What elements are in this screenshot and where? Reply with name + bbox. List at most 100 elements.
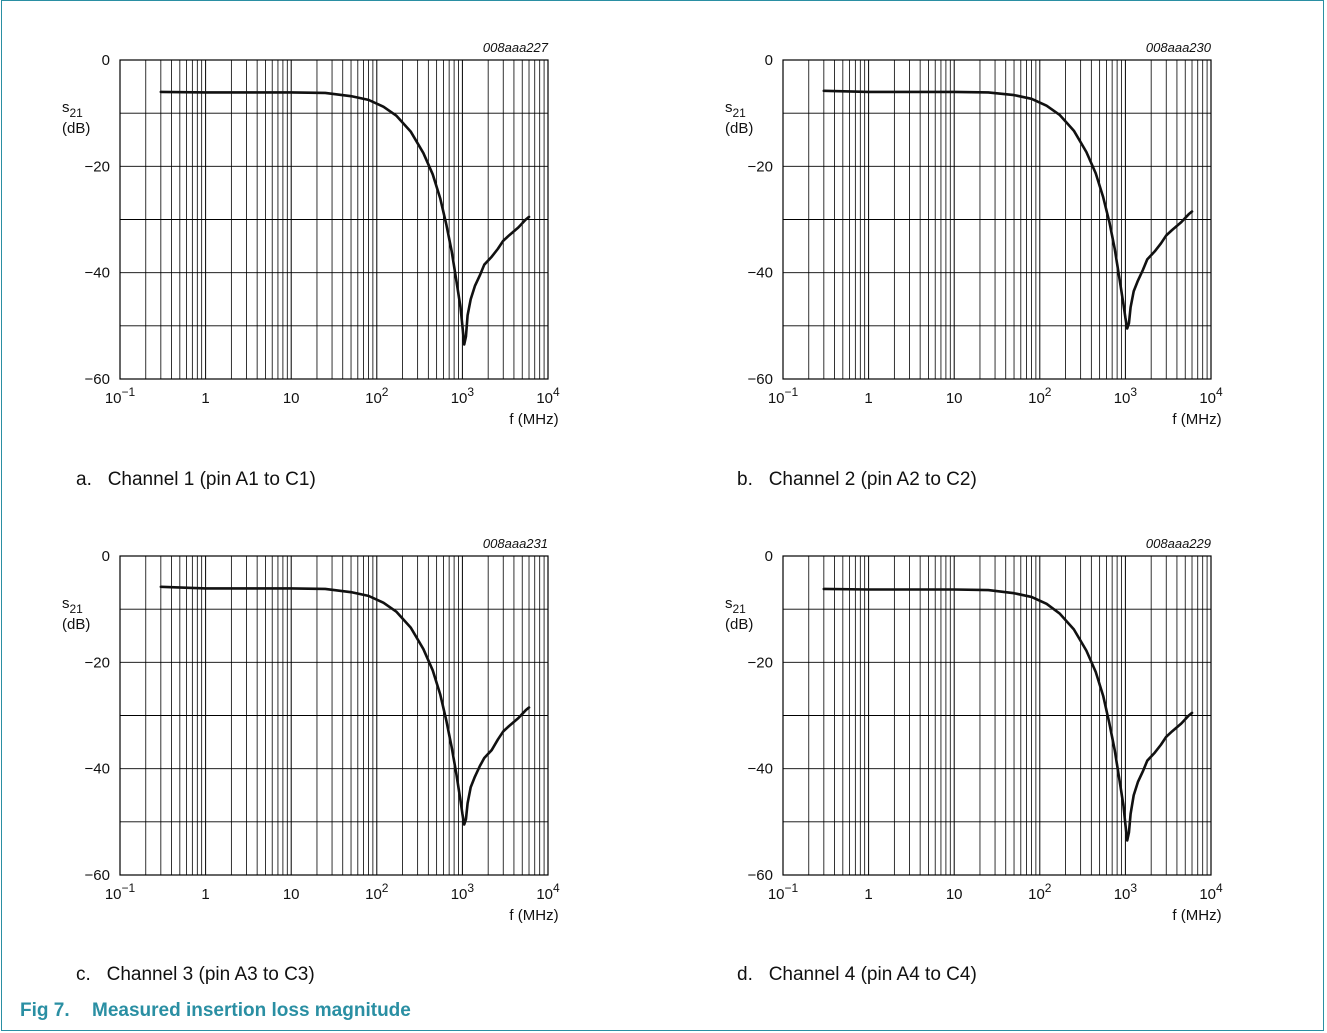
figure-code: 008aaa231 — [483, 536, 548, 551]
y-tick-label: −40 — [85, 761, 110, 778]
y-tick-label: −60 — [85, 867, 110, 884]
figure-code: 008aaa230 — [1146, 40, 1212, 55]
x-tick-exponent: −1 — [122, 385, 136, 399]
x-tick-label: 10 — [946, 886, 963, 903]
y-axis-label: s21 — [62, 99, 83, 120]
y-axis-unit: (dB) — [62, 120, 90, 137]
figure-label: Fig 7. — [20, 1000, 70, 1021]
y-tick-label: 0 — [765, 548, 773, 565]
y-tick-label: 0 — [102, 548, 110, 565]
caption-channel-3: c. Channel 3 (pin A3 to C3) — [76, 964, 315, 986]
y-tick-label: −60 — [85, 371, 110, 388]
y-tick-label: −20 — [85, 654, 110, 671]
figure-title-text: Measured insertion loss magnitude — [92, 1000, 411, 1021]
y-tick-label: −60 — [748, 371, 773, 388]
y-tick-label: −20 — [85, 158, 110, 175]
figure-title: Fig 7. Measured insertion loss magnitude — [20, 1000, 411, 1022]
x-tick-exponent: −1 — [785, 881, 799, 895]
caption-text: Channel 1 (pin A1 to C1) — [107, 469, 316, 490]
caption-letter: a. — [76, 469, 92, 490]
caption-channel-4: d. Channel 4 (pin A4 to C4) — [737, 964, 977, 986]
chart-panel-channel-2: 0 −20 −40 −60 10−1 1 10 102 103 104 f (MHz) s21 (dB)… — [663, 0, 1263, 460]
x-tick-exponent: 4 — [553, 385, 560, 399]
plot-border — [782, 555, 1212, 876]
figure-code: 008aaa229 — [1146, 536, 1211, 551]
grid — [782, 59, 1211, 380]
y-tick-label: −60 — [748, 867, 773, 884]
y-axis-unit: (dB) — [725, 120, 753, 137]
x-tick-exponent: −1 — [785, 385, 799, 399]
x-axis-label: f (MHz) — [509, 907, 558, 924]
x-tick-label: 1 — [201, 886, 209, 903]
x-tick-label: 1 — [201, 390, 209, 407]
x-tick-label: 1 — [864, 886, 872, 903]
x-tick-exponent: 2 — [382, 385, 389, 399]
x-tick-exponent: 2 — [1045, 881, 1052, 895]
y-tick-label: −20 — [748, 158, 773, 175]
y-axis-unit: (dB) — [62, 616, 90, 633]
x-tick-label: 10−1 — [105, 881, 136, 903]
x-tick-label: 104 — [536, 881, 560, 903]
x-tick-exponent: −1 — [122, 881, 136, 895]
series-line — [159, 90, 531, 346]
y-axis-label-subscript: 21 — [70, 602, 84, 616]
y-axis-unit: (dB) — [725, 616, 753, 633]
grid — [782, 555, 1211, 876]
x-tick-label: 10−1 — [105, 385, 136, 407]
y-tick-label: −40 — [85, 265, 110, 282]
y-axis-label-subscript: 21 — [733, 602, 747, 616]
x-tick-label: 10 — [283, 886, 300, 903]
x-tick-exponent: 4 — [1216, 385, 1223, 399]
caption-channel-2: b. Channel 2 (pin A2 to C2) — [737, 469, 977, 491]
y-axis-label: s21 — [725, 595, 746, 616]
series-line — [159, 585, 531, 826]
x-axis-label: f (MHz) — [1172, 411, 1221, 428]
x-tick-exponent: 3 — [467, 385, 474, 399]
caption-letter: c. — [76, 964, 91, 985]
x-tick-label: 10 — [946, 390, 963, 407]
x-tick-label: 102 — [365, 385, 389, 407]
x-tick-exponent: 4 — [1216, 881, 1223, 895]
caption-text: Channel 2 (pin A2 to C2) — [768, 469, 977, 490]
x-tick-label: 104 — [1199, 881, 1223, 903]
series-line — [822, 89, 1194, 330]
x-tick-exponent: 3 — [1130, 881, 1137, 895]
x-axis-label: f (MHz) — [509, 411, 558, 428]
chart-panel-channel-3: 0 −20 −40 −60 10−1 1 10 102 103 104 f (MHz) s21 (dB)… — [0, 496, 600, 956]
y-axis-label-subscript: 21 — [70, 106, 84, 120]
y-tick-label: 0 — [102, 52, 110, 69]
grid — [119, 555, 548, 876]
caption-letter: d. — [737, 964, 753, 985]
y-axis-label: s21 — [725, 99, 746, 120]
y-tick-label: −20 — [748, 654, 773, 671]
x-tick-label: 102 — [1028, 881, 1052, 903]
plot-border — [782, 59, 1212, 380]
x-tick-label: 10−1 — [768, 385, 799, 407]
y-tick-label: −40 — [748, 761, 773, 778]
x-tick-label: 104 — [1199, 385, 1223, 407]
x-tick-label: 10−1 — [768, 881, 799, 903]
plot-border — [119, 555, 549, 876]
x-axis-label: f (MHz) — [1172, 907, 1221, 924]
caption-text: Channel 4 (pin A4 to C4) — [768, 964, 977, 985]
x-tick-label: 10 — [283, 390, 300, 407]
x-tick-label: 103 — [1114, 881, 1138, 903]
caption-letter: b. — [737, 469, 753, 490]
y-axis-label: s21 — [62, 595, 83, 616]
x-tick-label: 103 — [1114, 385, 1138, 407]
x-tick-label: 102 — [365, 881, 389, 903]
x-tick-exponent: 4 — [553, 881, 560, 895]
caption-channel-1: a. Channel 1 (pin A1 to C1) — [76, 469, 316, 491]
series-line — [822, 587, 1194, 842]
x-tick-exponent: 3 — [1130, 385, 1137, 399]
chart-panel-channel-1: 0 −20 −40 −60 10−1 1 10 102 103 104 f (MHz) s21 (dB)… — [0, 0, 600, 460]
plot-border — [119, 59, 549, 380]
x-tick-label: 103 — [451, 385, 475, 407]
y-tick-label: 0 — [765, 52, 773, 69]
x-tick-exponent: 2 — [1045, 385, 1052, 399]
y-tick-label: −40 — [748, 265, 773, 282]
